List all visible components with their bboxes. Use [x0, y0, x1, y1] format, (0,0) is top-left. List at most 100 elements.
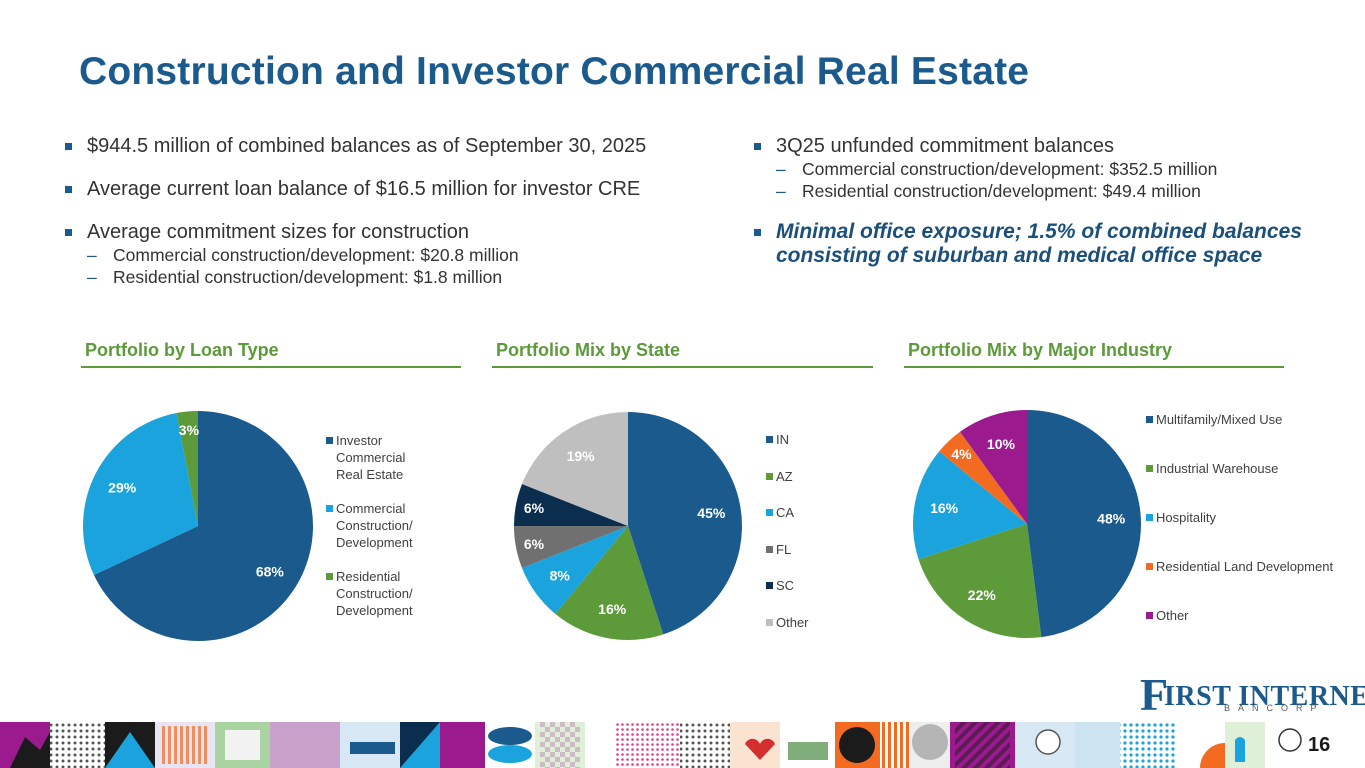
legend-item: Commercial Construction/Development	[326, 500, 413, 551]
legend-item: Other	[766, 614, 809, 631]
legend-swatch	[1146, 514, 1153, 521]
legend-label: Investor	[336, 433, 383, 448]
pie-chart-industry: 48% 22% 16% 4% 10%	[913, 410, 1141, 638]
legend-item: Multifamily/Mixed Use	[1146, 411, 1282, 428]
legend-label: Commercial	[336, 501, 406, 516]
legend-swatch	[766, 509, 773, 516]
pie-slice-residential-land-development	[939, 431, 1027, 524]
legend-item: AZ	[766, 468, 793, 485]
pie-slice-multifamily-mixed-use	[1027, 410, 1141, 638]
legend-swatch	[766, 472, 773, 480]
bullet-average-commitment: Average commitment sizes for constructio…	[62, 220, 742, 288]
legend-label: Commercial	[336, 450, 406, 465]
pie-data-label: 45%	[697, 505, 726, 521]
legend-label: Construction/	[336, 586, 413, 601]
legend-swatch	[766, 545, 773, 553]
page-number: 16	[1308, 734, 1331, 756]
legend-swatch	[766, 582, 773, 589]
sub-bullet-commercial: Commercial construction/development: $20…	[87, 244, 742, 266]
pie-slice-investor-commercial-real-estate	[93, 411, 314, 641]
right-bullet-list: 3Q25 unfunded commitment balances Commer…	[751, 134, 1311, 268]
logo-initial: F	[1140, 669, 1169, 720]
bullet-text: Average current loan balance of $16.5 mi…	[87, 178, 641, 200]
legend-item: Residential Construction/Development	[326, 568, 413, 619]
pie-data-label: 4%	[951, 446, 972, 462]
bullet-text: Minimal office exposure; 1.5% of combine…	[776, 220, 1302, 267]
legend-swatch	[326, 573, 333, 580]
legend-swatch	[1146, 612, 1153, 619]
bullet-combined-balances: $944.5 million of combined balances as o…	[62, 134, 742, 158]
legend-label: Real Estate	[336, 467, 404, 482]
pie-slice-az	[555, 526, 664, 641]
pie-slice-sc	[514, 484, 628, 526]
pie-slice-fl	[514, 526, 628, 568]
legend-label: Other	[776, 614, 809, 630]
pie-data-label: 6%	[524, 536, 545, 552]
logo-wordmark: IRST INTERNET	[1164, 681, 1365, 712]
bullet-text: 3Q25 unfunded commitment balances	[776, 135, 1114, 157]
legend-label: Multifamily/Mixed Use	[1156, 412, 1283, 427]
sub-bullet-residential: Residential construction/development: $4…	[776, 180, 1311, 202]
legend-swatch	[1146, 416, 1153, 423]
legend-item: FL	[766, 541, 791, 558]
pie-chart-loan-type: 68% 29% 3%	[82, 410, 314, 641]
bullet-text: Average commitment sizes for constructio…	[87, 221, 470, 243]
legend-item: CA	[766, 504, 794, 521]
pie-data-label: 6%	[524, 500, 545, 516]
legend-item: Residential Land Development	[1146, 558, 1333, 575]
pie-slice-hospitality	[913, 451, 1027, 560]
legend-label: Development	[336, 535, 413, 550]
pie-data-label: 19%	[567, 448, 596, 464]
pie-data-label: 48%	[1097, 511, 1126, 527]
legend-label: CA	[776, 505, 795, 520]
page-title: Construction and Investor Commercial Rea…	[79, 50, 1030, 93]
pie-data-label: 10%	[987, 436, 1016, 452]
legend-swatch	[766, 618, 773, 626]
legend-item: SC	[766, 577, 794, 594]
legend-label: Residential	[336, 569, 401, 584]
legend-label: SC	[776, 578, 795, 593]
left-bullet-list: $944.5 million of combined balances as o…	[62, 134, 742, 307]
chart-title-loan-type: Portfolio by Loan Type	[85, 340, 279, 360]
legend-swatch	[326, 505, 333, 512]
pie-slice-commercial-construction-development	[82, 413, 198, 575]
pie-data-label: 68%	[256, 564, 285, 580]
legend-item: Other	[1146, 607, 1189, 624]
bullet-unfunded-commitments: 3Q25 unfunded commitment balances Commer…	[751, 134, 1311, 202]
legend-swatch	[326, 437, 333, 444]
bullet-text: $944.5 million of combined balances as o…	[87, 135, 647, 157]
chart-title-industry: Portfolio Mix by Major Industry	[908, 340, 1173, 360]
legend-label: Hospitality	[1156, 510, 1216, 525]
pie-data-label: 16%	[930, 500, 959, 516]
sub-bullet-list: Commercial construction/development: $20…	[87, 244, 742, 288]
chart-title-state: Portfolio Mix by State	[496, 340, 681, 360]
pie-slice-other	[522, 412, 628, 526]
legend-swatch	[1146, 465, 1153, 472]
pie-slice-residential-construction-development	[176, 410, 198, 526]
legend-item: IN	[766, 431, 789, 448]
chart-title-rule	[492, 366, 873, 368]
pie-data-label: 16%	[598, 601, 627, 617]
legend-swatch	[1146, 563, 1153, 570]
sub-bullet-residential: Residential construction/development: $1…	[87, 266, 742, 288]
legend-swatch	[766, 436, 773, 443]
chart-title-rule	[81, 366, 461, 368]
legend-label: Development	[336, 603, 413, 618]
legend-label: Residential Land Development	[1156, 559, 1334, 574]
first-internet-bancorp-logo: F IRST INTERNET BANCORP	[1140, 669, 1365, 720]
bullet-average-loan-balance: Average current loan balance of $16.5 mi…	[62, 177, 742, 201]
pie-slice-ca	[522, 526, 628, 614]
legend-label: AZ	[776, 468, 793, 484]
logo-subtitle: BANCORP	[1224, 703, 1325, 713]
sub-bullet-commercial: Commercial construction/development: $35…	[776, 158, 1311, 180]
bullet-office-exposure: Minimal office exposure; 1.5% of combine…	[751, 220, 1311, 268]
legend-item: Industrial Warehouse	[1146, 460, 1278, 477]
pie-chart-state: 45% 16% 8% 6% 6% 19%	[514, 412, 743, 641]
pie-data-label: 29%	[108, 479, 137, 495]
pie-data-label: 8%	[550, 568, 571, 584]
pie-slice-in	[628, 412, 743, 635]
legend-item: Investor Commercial Real Estate	[326, 432, 405, 483]
legend-item: Hospitality	[1146, 509, 1216, 526]
legend-label: Construction/	[336, 518, 413, 533]
